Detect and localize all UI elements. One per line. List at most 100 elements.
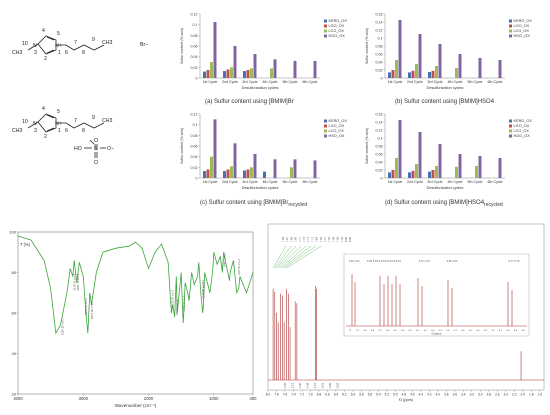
inset-x-tick-label: 4.9 bbox=[514, 330, 518, 332]
bar-kero-ox bbox=[388, 72, 391, 78]
y-axis-label: Sulfur content (% w/w) bbox=[180, 28, 184, 64]
label-connector bbox=[276, 245, 297, 269]
x-axis-label: Desulfurization cycles bbox=[427, 86, 464, 90]
y-tick-label: 60 bbox=[12, 311, 17, 316]
x-axis-label: Desulfurization cycles bbox=[242, 186, 279, 190]
label-connector bbox=[278, 245, 302, 269]
y-tick-label: 0 bbox=[196, 77, 198, 81]
peak-annotation: 1171.6 cm-1 bbox=[201, 279, 205, 295]
bar-chart-b: 0 0.02 0.04 0.06 0.08 0.1 0.12 0.14 0.16 Sulfur c… bbox=[365, 13, 533, 91]
structure-bmim-hso4: CH3 10 N 3 2 4 5 N+ 1 6 7 8 9 CH3 O HO S… bbox=[12, 106, 114, 166]
inset-x-tick-label: 4.8 bbox=[521, 330, 525, 332]
label-connector bbox=[282, 245, 312, 269]
peak-annotation: 1573.1 cm-1 bbox=[175, 299, 179, 315]
integral-value: 1.01 bbox=[313, 382, 317, 388]
bar-hgo-ox bbox=[398, 120, 402, 178]
peak-annotation: 3139.22 cm-1 bbox=[73, 273, 77, 291]
y-tick-label: 0.12 bbox=[191, 113, 198, 117]
x-tick-label: 7.4 bbox=[291, 393, 296, 397]
x-tick-label: 1st Cycle bbox=[388, 180, 403, 184]
x-tick-label: 6.6 bbox=[325, 393, 330, 397]
x-tick-label: 5.2 bbox=[385, 393, 390, 397]
y-tick-label: 0.08 bbox=[191, 34, 198, 38]
x-tick-label: 1st Cycle bbox=[388, 80, 403, 84]
y-tick-label: 0 bbox=[381, 177, 383, 181]
x-tick-label: 4.6 bbox=[410, 393, 415, 397]
legend-label: HGO_OX bbox=[514, 34, 531, 38]
legend-swatch bbox=[324, 119, 327, 123]
x-tick-label: 6th Cycle bbox=[488, 80, 503, 84]
x-tick-label: 7.0 bbox=[308, 393, 313, 397]
x-tick-label: 5th Cycle bbox=[283, 180, 298, 184]
legend-label: LCO_OX bbox=[514, 129, 530, 133]
integral-value: 2.01 bbox=[321, 382, 325, 388]
x-tick-label: 8.0 bbox=[266, 393, 271, 397]
y-tick-label: 0.14 bbox=[376, 21, 383, 25]
x-axis-label: Desulfurization cycles bbox=[242, 86, 279, 90]
x-tick-label: 400 bbox=[250, 396, 258, 401]
legend-label: LCO_OX bbox=[514, 29, 530, 33]
y-tick-label: 0.06 bbox=[191, 45, 198, 49]
integral-value: 2.02 bbox=[336, 382, 340, 388]
legend-label: LGO_OX bbox=[514, 24, 530, 28]
legend-label: LGO_OX bbox=[329, 24, 345, 28]
x-tick-label: 4th Cycle bbox=[448, 80, 463, 84]
inset-group-label: 4.72 4.70 bbox=[419, 259, 430, 263]
inset-group-label: 6.77 6.76 bbox=[509, 259, 520, 263]
y-tick-label: 0.08 bbox=[191, 134, 198, 138]
peak-label: 7.66 bbox=[315, 236, 319, 242]
bar-lgo-ox bbox=[246, 70, 250, 78]
x-tick-label: 3.8 bbox=[444, 393, 449, 397]
atom-label-3: 3 bbox=[34, 128, 37, 134]
bar-lco-ox bbox=[230, 67, 233, 78]
bar-hgo-ox bbox=[478, 156, 482, 178]
peak-label: 7.88 bbox=[281, 236, 285, 242]
peak-label: 7.48 bbox=[331, 236, 335, 242]
atom-label-9: 9 bbox=[92, 37, 95, 43]
x-tick-label: 4th Cycle bbox=[263, 180, 278, 184]
y-tick-label: 0.02 bbox=[191, 166, 198, 170]
bar-lgo-ox bbox=[431, 170, 435, 178]
y-tick-label: 0.1 bbox=[193, 123, 198, 127]
legend-swatch bbox=[509, 29, 512, 33]
x-tick-label: 4th Cycle bbox=[448, 180, 463, 184]
legend-swatch bbox=[324, 29, 327, 33]
inset-x-tick-label: 5.7 bbox=[454, 330, 458, 332]
atom-label-2: 2 bbox=[44, 56, 47, 62]
legend-label: HSO_OX bbox=[329, 134, 345, 138]
bar-hgo-ox bbox=[418, 132, 422, 178]
legend-label: HGO_OX bbox=[514, 134, 531, 138]
legend-label: LGO_OX bbox=[514, 124, 530, 128]
y-tick-label: 0.1 bbox=[378, 137, 383, 141]
y-tick-label: 0.04 bbox=[191, 55, 198, 59]
y-axis-label: Sulfur content (% w/w) bbox=[180, 128, 184, 164]
y-tick-label: 0.14 bbox=[376, 121, 383, 125]
atom-label-5: 5 bbox=[57, 109, 60, 115]
x-axis-label: Desulfurization cycles bbox=[427, 186, 464, 190]
y-tick-label: 0.02 bbox=[376, 169, 383, 173]
legend-swatch bbox=[509, 119, 512, 123]
inset-x-tick-label: 6.3 bbox=[409, 330, 413, 332]
bar-lco-ox bbox=[475, 166, 478, 178]
y-tick-label: 0.04 bbox=[191, 155, 198, 159]
peak-annotation: 2963.84 cm-1 bbox=[84, 298, 88, 316]
legend-label: KERO_OX bbox=[329, 119, 348, 123]
plot-frame bbox=[267, 223, 545, 391]
bar-chart-c: 0 0.02 0.04 0.06 0.08 0.1 0.12 Sulfur content (… bbox=[180, 113, 348, 191]
x-tick-label: 2.8 bbox=[487, 393, 492, 397]
atom-label-9: 9 bbox=[92, 115, 95, 121]
y-tick-label: 0.12 bbox=[376, 29, 383, 33]
atom-ch3-right: CH3 bbox=[102, 40, 112, 46]
x-tick-label: 2nd Cycle bbox=[407, 80, 423, 84]
inset-x-tick-label: 5.4 bbox=[476, 330, 480, 332]
bar-lco-ox bbox=[290, 167, 293, 178]
inset-x-tick-label: 6.8 bbox=[371, 330, 375, 332]
legend-label: KERO_OX bbox=[514, 19, 533, 23]
atom-ch3-right: CH3 bbox=[102, 118, 112, 124]
peak-annotation: 844.2 cm-1 bbox=[223, 252, 227, 266]
ftir-trace bbox=[17, 235, 254, 335]
bar-kero-ox bbox=[243, 170, 246, 178]
bar-kero-ox bbox=[243, 71, 246, 78]
peak-annotation: 2873.86 cm-1 bbox=[90, 302, 94, 320]
x-tick-label: 3.0 bbox=[478, 393, 483, 397]
